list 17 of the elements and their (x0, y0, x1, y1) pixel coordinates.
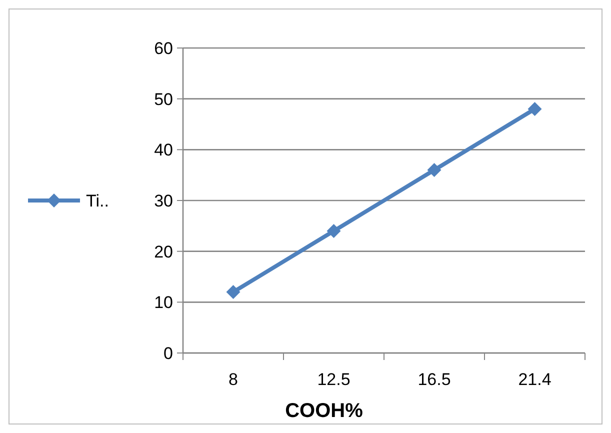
y-tick-label: 10 (154, 293, 173, 312)
y-tick-label: 0 (164, 344, 173, 363)
y-tick-label: 40 (154, 140, 173, 160)
x-tick-label: 12.5 (317, 370, 350, 389)
x-tick-label: 21.4 (518, 370, 552, 389)
point (528, 102, 542, 116)
point (427, 163, 442, 177)
y-tick-label: 60 (154, 38, 173, 58)
point (226, 285, 240, 299)
y-tick-label: 30 (154, 191, 173, 210)
legend-label: Ti.. (86, 191, 109, 210)
y-tick-label: 50 (154, 90, 173, 109)
point (326, 224, 341, 238)
x-tick-label: 8 (228, 370, 238, 389)
x-axis-title: COOH% (285, 400, 364, 422)
x-tick-label: 16.5 (418, 370, 451, 389)
y-tick-label: 20 (154, 242, 173, 262)
